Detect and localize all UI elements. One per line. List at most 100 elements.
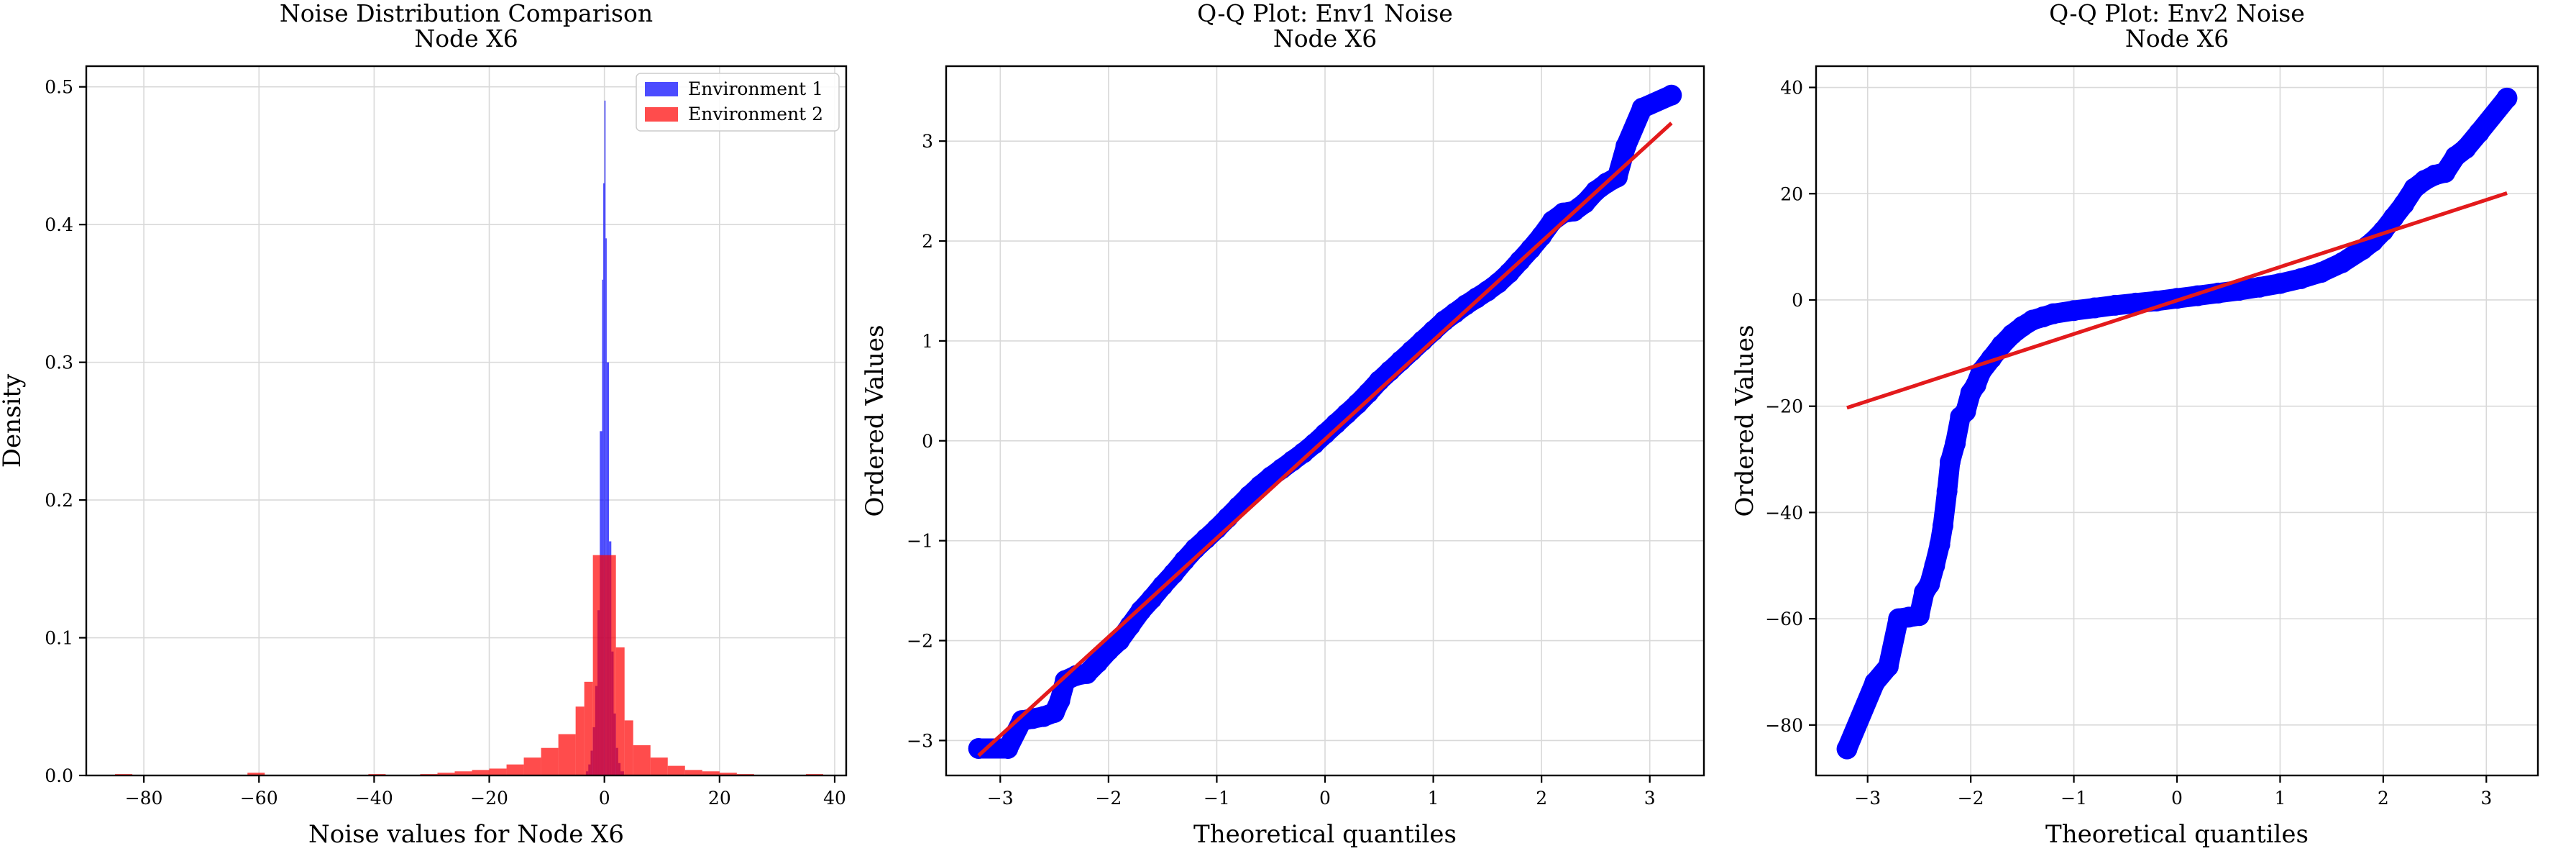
legend-label: Environment 1 (688, 78, 823, 99)
chart-subtitle: Node X6 (1273, 24, 1377, 53)
data-point (2043, 303, 2064, 324)
data-point (1049, 690, 1071, 711)
data-point (2269, 273, 2291, 294)
data-point (1661, 84, 1682, 106)
x-tick-label: 0 (2171, 788, 2183, 809)
y-tick-label: 0.0 (45, 765, 73, 786)
x-tick-label: −2 (1958, 788, 1984, 809)
chart-subtitle: Node X6 (2125, 24, 2229, 53)
data-point (1939, 451, 1961, 473)
data-point (2290, 268, 2311, 289)
histogram-bar (719, 773, 737, 775)
histogram-bar (575, 706, 585, 775)
y-tick-label: 0.4 (45, 214, 73, 235)
axes-frame (85, 65, 848, 777)
histogram-bar (506, 764, 524, 775)
fit-line (1846, 191, 2508, 410)
x-tick-label: −40 (355, 788, 393, 809)
data-point (1936, 481, 1958, 502)
y-tick-label: 0.3 (45, 352, 73, 373)
y-tick-label: −3 (907, 730, 933, 751)
x-tick-label: 3 (2480, 788, 2492, 809)
data-point (1631, 97, 1653, 119)
data-point (2468, 122, 2490, 143)
y-axis-label: Density (0, 373, 27, 468)
histogram-bar (489, 768, 507, 775)
data-point (2228, 280, 2250, 301)
histogram-bar (454, 771, 472, 775)
data-point (1908, 605, 1930, 627)
y-tick-label: −2 (907, 631, 933, 652)
data-point (2084, 297, 2105, 319)
histogram-bar (604, 100, 606, 775)
data-point (1109, 630, 1130, 652)
y-tick-label: 0 (922, 431, 933, 452)
data-point (2104, 294, 2126, 316)
histogram-bar (605, 238, 607, 775)
histogram-bar (558, 734, 576, 775)
histogram-bar (603, 183, 605, 775)
x-tick-label: −1 (2061, 788, 2087, 809)
x-tick-label: 1 (1428, 788, 1439, 809)
histogram-bar (247, 773, 265, 775)
fit-line (977, 122, 1673, 757)
plot-area (115, 100, 823, 775)
chart-title: Noise Distribution Comparison (280, 0, 653, 27)
y-tick-label: 0.2 (45, 490, 73, 511)
data-point (2434, 162, 2456, 183)
x-tick-label: −3 (987, 788, 1014, 809)
histogram-bar (602, 279, 604, 775)
x-tick-label: 40 (823, 788, 846, 809)
y-tick-label: −60 (1765, 609, 1803, 629)
data-point (2393, 194, 2415, 215)
x-tick-label: −80 (125, 788, 163, 809)
histogram-bar (633, 745, 651, 775)
histogram-bar (541, 747, 559, 775)
x-tick-label: −20 (470, 788, 508, 809)
x-axis-label: Theoretical quantiles (1193, 820, 1457, 849)
data-point (1932, 515, 1953, 537)
histogram-bar (584, 681, 593, 775)
x-tick-label: 2 (2378, 788, 2389, 809)
x-tick-label: 0 (1319, 788, 1331, 809)
plot-area (1836, 87, 2518, 760)
x-tick-label: 2 (1536, 788, 1547, 809)
histogram-bar (604, 555, 616, 775)
data-point (1615, 135, 1637, 157)
x-tick-label: −3 (1854, 788, 1881, 809)
y-tick-label: 20 (1780, 183, 1803, 204)
x-tick-label: 20 (708, 788, 731, 809)
histogram-bar (472, 770, 490, 775)
legend-box (636, 73, 840, 132)
data-point (1864, 672, 1886, 693)
legend-swatch (645, 82, 678, 96)
y-tick-label: −80 (1765, 715, 1803, 736)
y-axis-label: Ordered Values (861, 324, 889, 516)
x-tick-label: 1 (2274, 788, 2286, 809)
x-axis-label: Theoretical quantiles (2045, 820, 2309, 849)
x-tick-label: −2 (1095, 788, 1122, 809)
chart-subtitle: Node X6 (414, 24, 518, 53)
data-point (2455, 137, 2477, 159)
y-tick-label: −40 (1765, 502, 1803, 523)
x-tick-label: 0 (599, 788, 610, 809)
histogram-bar (523, 757, 541, 775)
data-point (1955, 401, 1976, 422)
histogram-bar (650, 757, 668, 775)
histogram-bar (624, 720, 633, 775)
chart-panel-1: Environment 1 Environment 2 −80 −60 −40 −20 0 2… (0, 0, 848, 849)
y-tick-label: −1 (907, 531, 933, 552)
x-tick-label: 3 (1644, 788, 1656, 809)
data-point (2311, 262, 2332, 283)
x-tick-label: −1 (1204, 788, 1230, 809)
data-point (2249, 276, 2270, 298)
legend-swatch (645, 107, 678, 122)
data-point (1877, 656, 1899, 678)
histogram-bar (615, 647, 625, 775)
data-point (1924, 555, 1945, 576)
chart-panel-2: −3 −2 −1 0 1 2 3 −3 −2 −1 0 1 2 3 Q-Q Plot: Env1 Noise… (861, 0, 1705, 849)
y-tick-label: 2 (922, 231, 933, 252)
y-tick-label: 1 (922, 331, 933, 352)
data-point (1929, 534, 1951, 555)
